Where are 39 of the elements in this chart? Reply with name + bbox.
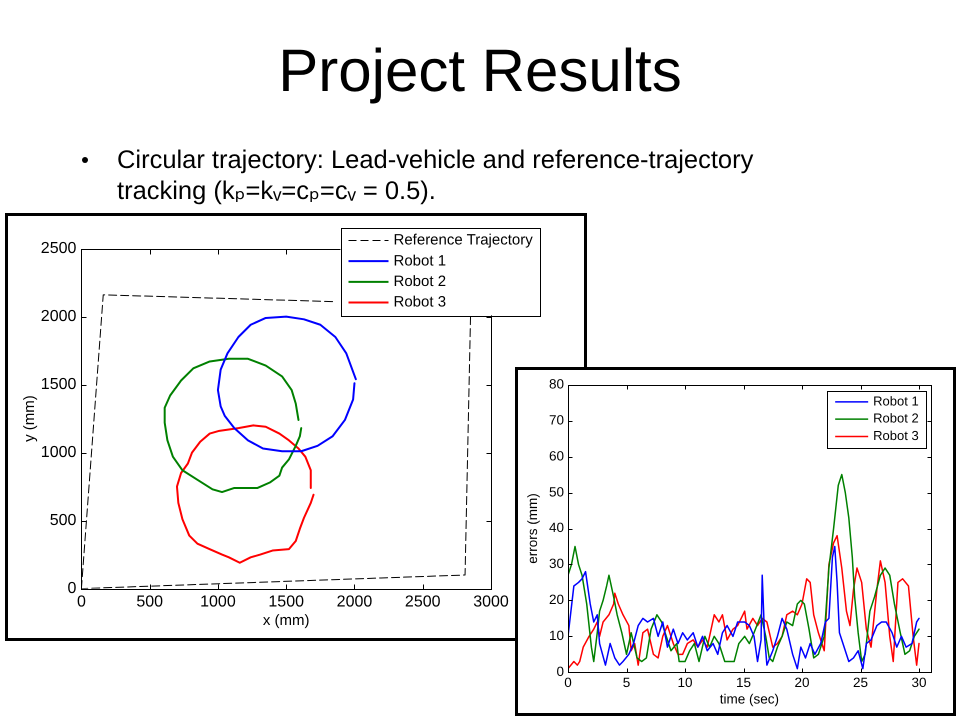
chart-title: Project Results	[277, 37, 683, 104]
legend-label: Robot 2	[873, 410, 919, 426]
legend-label: Robot 2	[394, 272, 446, 290]
legend-label: Robot 1	[394, 252, 446, 270]
y-tick-label: 10	[548, 628, 564, 644]
x-tick-label: 10	[677, 675, 693, 690]
x-tick-label: 500	[136, 594, 164, 611]
legend-label: Robot 1	[873, 393, 919, 408]
x-tick-label: 30	[911, 675, 927, 690]
y-tick-label: 50	[548, 484, 564, 500]
x-tick-label: 1000	[200, 594, 236, 611]
y-tick-label: 70	[548, 412, 564, 428]
x-tick-label: 2000	[336, 594, 372, 611]
x-tick-label: 2500	[404, 594, 441, 611]
x-tick-label: 20	[794, 675, 810, 690]
y-tick-label: 1000	[40, 444, 76, 462]
chart-subtitle: Circular trajectory: Lead-vehicle and reference-trajectory tracking (kₚ=kᵥ=cₚ=cᵥ = 0.5).	[117, 144, 754, 206]
y-tick-label: 500	[50, 512, 76, 530]
y-axis-title: errors (mm)	[524, 493, 540, 564]
y-tick-label: 0	[67, 580, 76, 598]
x-tick-label: 3000	[473, 594, 509, 611]
legend-label: Reference Trajectory	[394, 232, 534, 249]
y-tick-label: 40	[548, 520, 564, 536]
legend-label: Robot 3	[873, 428, 919, 444]
x-axis-title: x (mm)	[262, 612, 310, 630]
y-tick-label: 60	[548, 448, 564, 464]
y-tick-label: 2000	[40, 308, 76, 326]
y-tick-label: 30	[548, 556, 564, 572]
y-tick-label: 80	[548, 376, 564, 392]
x-tick-label: 25	[852, 675, 868, 690]
y-tick-label: 1500	[40, 376, 76, 394]
legend-label: Robot 3	[394, 294, 446, 311]
x-tick-label: 5	[622, 675, 630, 690]
x-tick-label: 15	[736, 675, 752, 690]
x-axis-title: time (sec)	[720, 692, 779, 707]
y-tick-label: 2500	[40, 240, 76, 258]
y-axis-title: y (mm)	[21, 395, 38, 442]
y-tick-label: 0	[556, 664, 564, 680]
x-tick-label: 1500	[268, 594, 304, 611]
